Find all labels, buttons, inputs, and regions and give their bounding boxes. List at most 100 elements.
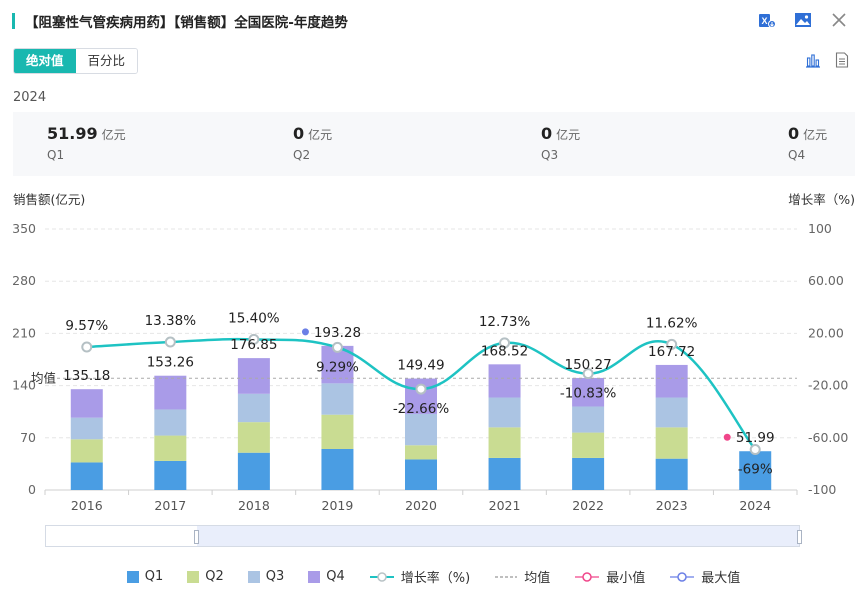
legend-label: Q1 [144,569,164,584]
summary-quarter: Q1 [47,148,65,162]
summary-value: 51.99 [47,124,98,143]
legend-swatch-q4 [308,570,321,583]
bar-q3 [70,417,103,440]
data-zoom-slider[interactable] [45,525,802,547]
legend-item-q4[interactable]: Q4 [308,567,345,586]
data-zoom-selected-range[interactable] [197,526,799,546]
summary-quarter: Q4 [788,148,806,162]
bar-q3 [488,397,521,428]
growth-rate-point [749,444,761,456]
x-axis-tick-label: 2016 [71,498,103,513]
bar-q3 [154,409,187,436]
bar-q4 [237,358,270,394]
right-axis-tick-label: 100 [808,221,832,236]
summary-value: 0 [788,124,800,143]
growth-rate-label: -10.83% [560,386,617,402]
left-axis-tick-label: 140 [12,378,36,393]
bar-q1 [154,460,187,490]
growth-rate-label: 15.40% [228,310,280,326]
top-toolbar: X [757,10,849,30]
legend-swatch-q2 [187,570,200,583]
x-axis-tick-label: 2019 [322,498,354,513]
legend-item-q3[interactable]: Q3 [247,567,285,586]
legend-average-line-icon [495,575,518,578]
growth-rate-point [415,383,427,395]
growth-rate-point [499,337,511,349]
left-axis-tick-label: 210 [12,325,36,340]
growth-rate-point [331,341,343,353]
growth-rate-line [86,337,757,451]
summary-item-q4: 0 亿元 Q4 [788,124,827,162]
close-icon[interactable] [829,10,849,30]
x-axis-tick-label: 2024 [739,498,771,513]
bar-q3 [405,413,437,446]
bar-total-label: 176.85 [230,337,277,353]
legend-item-q2[interactable]: Q2 [187,567,224,586]
bar-total-label: 167.72 [648,344,695,360]
bar-q4 [488,364,521,398]
legend-label: Q4 [326,569,345,584]
legend-item-max[interactable]: 最大值 [669,567,740,586]
legend-item-growth[interactable]: 增长率（%) [369,567,470,586]
left-axis-tick-label: 0 [28,482,36,497]
right-axis-tick-label: 20.00 [808,325,844,340]
bar-chart-icon[interactable] [805,52,821,72]
growth-rate-point [248,333,260,345]
left-axis-tick-label: 70 [20,430,36,445]
summary-unit: 亿元 [803,128,828,142]
growth-rate-point [582,368,594,380]
bar-q1 [572,457,605,490]
max-value-marker [301,328,309,336]
image-export-icon[interactable] [793,10,813,30]
percentage-tab[interactable]: 百分比 [75,49,138,73]
bar-q4 [572,377,605,407]
bar-q4 [154,375,187,410]
x-axis-tick-label: 2021 [489,498,521,513]
growth-rate-point [81,341,93,353]
bar-q1 [321,448,354,490]
summary-year: 2024 [13,90,47,105]
absolute-value-tab[interactable]: 绝对值 [14,49,76,73]
x-axis-tick-label: 2018 [238,498,270,513]
bar-q1 [739,451,772,490]
bar-total-label: 149.49 [397,358,444,374]
bar-total-label: 135.18 [63,368,110,384]
x-axis-tick-label: 2017 [154,498,186,513]
legend-label: 均值 [524,571,551,586]
legend-item-average[interactable]: 均值 [494,567,550,586]
right-axis-tick-label: -100 [808,482,836,497]
excel-export-icon[interactable]: X [757,10,777,30]
legend-swatch-q1 [126,570,139,583]
bar-q3 [572,406,605,433]
bar-q4 [70,389,103,418]
bar-q1 [405,459,437,490]
legend-item-q1[interactable]: Q1 [126,567,164,586]
bar-q3 [655,397,688,428]
growth-rate-point [164,336,176,348]
growth-rate-label: 9.57% [65,318,108,334]
chart-title: 【阻塞性气管疾病用药】【销售额】全国医院-年度趋势 [25,15,348,31]
title-accent-bar [12,13,15,29]
legend-label: 最小值 [606,571,646,586]
legend-label: Q3 [265,569,285,584]
legend-swatch-q3 [247,570,260,583]
data-zoom-right-handle[interactable] [797,530,802,544]
bar-total-label: 193.28 [314,325,361,341]
left-axis-tick-label: 280 [12,273,36,288]
chart-legend: Q1 Q2 Q3 Q4 增长率（%) 均值 最小值 最大值 [0,567,867,586]
x-axis-tick-label: 2023 [656,498,688,513]
table-view-icon[interactable] [835,52,849,72]
summary-value: 0 [541,124,553,143]
bar-q2 [572,432,605,458]
legend-label: 增长率（%) [400,571,471,586]
data-zoom-left-handle[interactable] [194,530,199,544]
bar-total-label: 168.52 [481,343,528,359]
growth-rate-point [666,338,678,350]
legend-min-marker-icon [575,571,600,582]
x-axis-tick-label: 2020 [405,498,437,513]
growth-rate-label: 9.29% [316,359,359,375]
growth-rate-label: 11.62% [646,315,698,331]
svg-text:X: X [761,16,767,26]
legend-item-min[interactable]: 最小值 [574,567,645,586]
